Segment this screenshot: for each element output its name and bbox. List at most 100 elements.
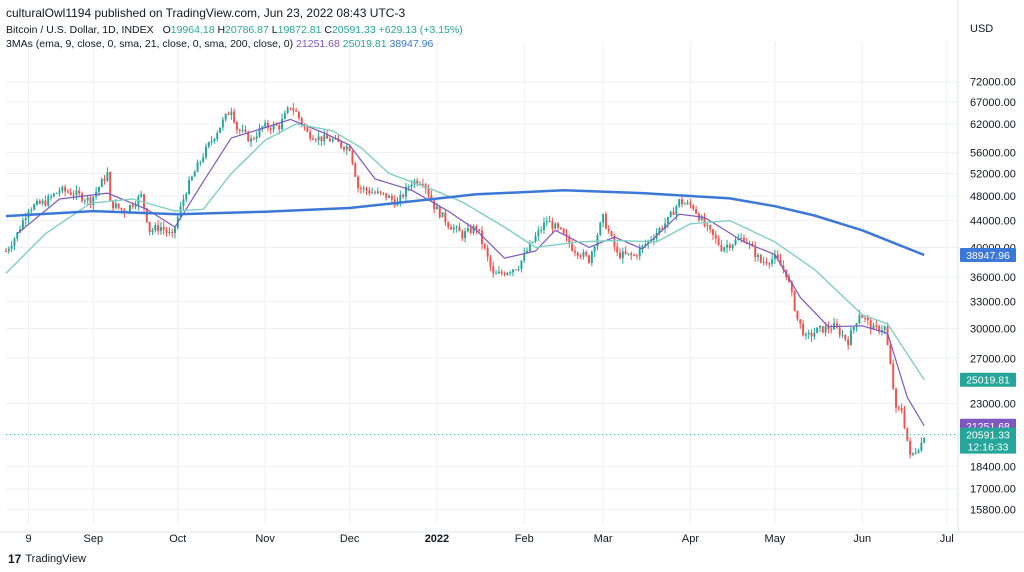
candle-body [331,139,334,142]
candle-body [483,243,486,249]
candle-body [252,138,255,140]
symbol-ohlc-line: Bitcoin / U.S. Dollar, 1D, INDEX O19964.… [6,24,463,36]
y-tick-label: 27000.00 [970,353,1016,365]
candle-body [286,107,289,113]
candle-body [109,172,112,201]
candle-body [390,195,393,200]
candle-body [24,218,27,221]
candle-body [897,407,900,409]
candle-body [433,200,436,210]
candle-body [202,157,205,162]
tradingview-logo[interactable]: 17 TradingView [8,552,86,566]
candle-body [911,452,914,455]
candle-body [435,206,438,210]
candle-body [520,260,523,270]
candle-body [686,202,689,204]
candle-body [720,244,723,251]
x-tick-label: Sep [84,533,104,545]
candle-body [300,118,303,125]
candle-body [64,186,67,192]
sma21-price-tag-bg [960,372,1016,387]
candle-body [807,332,810,335]
ma-legend-line: 3MAs (ema, 9, close, 0, sma, 21, close, … [6,38,433,50]
candle-body [509,272,512,274]
candle-body [47,196,50,206]
y-tick-label: 72000.00 [970,77,1016,89]
candle-body [844,334,847,340]
candle-body [571,243,574,251]
y-tick-label: 18400.00 [970,461,1016,473]
candle-body [779,259,782,266]
y-tick-label: 30000.00 [970,324,1016,336]
candle-body [554,223,557,229]
tradingview-logo-text: TradingView [25,553,86,565]
candle-body [500,271,503,274]
sma21-price-tag: 25019.81 [966,375,1010,387]
candle-body [768,263,771,265]
candle-body [534,235,537,242]
candle-body [711,229,714,235]
candle-body [892,363,895,389]
candle-body [464,231,467,239]
candle-body [475,226,478,230]
candle-body [866,317,869,321]
candle-body [506,272,509,275]
candle-body [224,113,227,120]
candle-body [385,193,388,198]
candle-body [692,205,695,210]
y-tick-label: 56000.00 [970,148,1016,160]
candle-body [188,179,191,195]
open-label: O [162,24,171,36]
candle-body [148,221,151,233]
candle-body [106,172,109,181]
candle-body [528,242,531,251]
candle-body [382,192,385,194]
candle-body [641,245,644,249]
candle-body [450,227,453,230]
candle-body [565,233,568,237]
candle-body [275,124,278,126]
candle-body [754,246,757,258]
candle-body [100,178,103,188]
candle-body [357,176,360,189]
candle-body [602,214,605,223]
candle-body [128,204,131,212]
candle-body [182,199,185,206]
candle-body [658,228,661,233]
candle-body [86,197,89,201]
candle-body [241,129,244,131]
candle-body [799,319,802,324]
high-value: 20786.87 [225,24,269,36]
candle-body [813,332,816,337]
candle-body [213,139,216,141]
candle-body [568,236,571,244]
candle-body [171,232,174,234]
candle-body [585,252,588,256]
candle-body [328,138,331,142]
candle-body [376,191,379,194]
candle-body [92,196,95,205]
y-tick-label: 17000.00 [970,484,1016,496]
candle-body [151,230,154,233]
close-label: C [324,24,332,36]
candle-body [55,192,58,194]
candle-body [264,123,267,127]
candle-body [371,192,374,194]
candle-body [889,344,892,364]
candle-body [7,248,10,252]
candle-body [283,112,286,119]
candle-body [762,261,765,263]
candle-body [33,204,36,210]
candle-body [272,124,275,130]
candle-body [421,183,424,185]
candle-body [216,132,219,140]
y-tick-label: 44000.00 [970,216,1016,228]
candle-body [559,227,562,229]
candle-body [920,442,923,451]
candle-body [841,334,844,336]
candle-body [542,222,545,230]
candle-body [717,238,720,245]
candle-body [481,230,483,244]
candle-body [765,261,768,264]
